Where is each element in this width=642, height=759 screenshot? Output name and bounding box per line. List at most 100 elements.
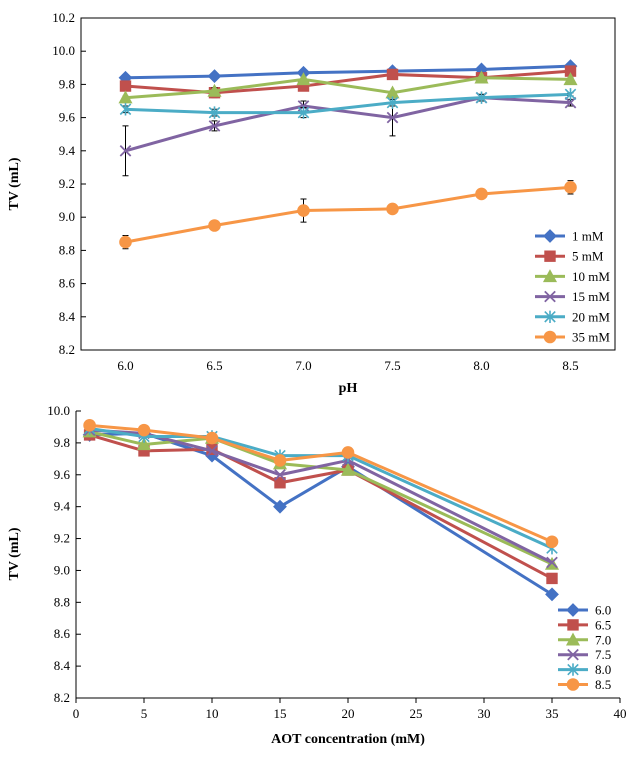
chart1-legend-marker [543, 229, 557, 243]
chart1-legend-label: 20 mM [572, 309, 610, 324]
chart1-data-point [119, 144, 132, 157]
chart1-data-point [119, 235, 132, 249]
chart1-data-point [475, 91, 488, 104]
chart2-data-point [274, 477, 286, 489]
chart2-y-tick-label: 8.6 [54, 626, 71, 641]
chart1-series-35-mm [119, 180, 577, 250]
chart1-data-point [208, 219, 221, 232]
chart2-y-tick-label: 9.8 [54, 435, 70, 450]
chart1-x-tick-label: 7.0 [295, 358, 311, 373]
chart2-series-8-5 [83, 419, 559, 549]
tv-vs-aot-chart: TV (mL) AOT concentration (mM) 8.2 8.4 8.6… [7, 403, 627, 747]
chart1-data-point [207, 83, 222, 97]
chart1-x-tick-label: 8.0 [473, 358, 489, 373]
chart1-y-tick-label: 8.6 [59, 276, 76, 291]
chart1-data-point [208, 106, 221, 119]
chart1-data-point [475, 187, 488, 201]
chart2-data-point [341, 446, 355, 459]
chart1-series-line [125, 92, 571, 115]
chart2-x-tick-label: 10 [206, 706, 219, 721]
chart1-legend-marker [543, 330, 557, 344]
chart2-legend-label: 6.5 [595, 617, 611, 632]
chart2-legend-marker [566, 603, 580, 617]
chart2-data-point [274, 468, 286, 481]
chart2-data-point [273, 454, 287, 467]
chart1-data-point [386, 202, 399, 216]
chart1-data-point [118, 90, 133, 104]
chart1-legend-label: 5 mM [572, 249, 604, 264]
chart2-legend-label: 7.0 [595, 632, 611, 647]
chart1-data-point [208, 120, 221, 132]
chart1-legend-label: 35 mM [572, 330, 610, 345]
chart2-legend-item: 6.0 [558, 603, 611, 618]
chart1-data-point [564, 96, 577, 109]
chart1-data-point [297, 106, 310, 119]
chart2-series [82, 419, 560, 602]
chart2-x-tick-label: 30 [478, 706, 491, 721]
chart2-y-tick-label: 8.4 [54, 658, 71, 673]
chart2-legend-item: 7.5 [558, 647, 611, 662]
chart1-y-tick-label: 9.6 [59, 110, 76, 125]
chart2-y-tick-label: 10.0 [47, 403, 70, 418]
chart2-y-tick-label: 8.2 [54, 690, 70, 705]
chart1-data-point [119, 80, 132, 92]
chart2-data-point [546, 556, 558, 569]
chart2-y-tick-label: 9.0 [54, 562, 70, 577]
chart1-legend-item: 5 mM [535, 249, 604, 264]
chart2-legend-item: 7.0 [558, 632, 611, 647]
chart1-x-tick-label: 6.0 [117, 358, 133, 373]
chart2-data-point [136, 437, 152, 451]
chart1-y-tick-label: 9.8 [59, 76, 75, 91]
chart2-data-point [546, 572, 558, 585]
chart2-legend-label: 7.5 [595, 647, 611, 662]
chart1-y-axis-title: TV (mL) [7, 157, 22, 210]
chart1-x-tick-label: 6.5 [206, 358, 222, 373]
chart2-y-tick-label: 9.6 [54, 467, 71, 482]
chart1-y-tick-label: 9.2 [59, 176, 75, 191]
chart1-y-tick-label: 9.0 [59, 209, 75, 224]
chart2-legend-item: 8.0 [558, 662, 611, 677]
chart2-series-line [89, 427, 553, 550]
chart1-legend-label: 10 mM [572, 269, 610, 284]
tv-vs-ph-chart: TV (mL) pH 8.2 8.4 8.6 8.8 9.0 9.2 9.4 9.6 9.8 10… [7, 10, 616, 396]
chart1-y-tick-label: 8.2 [59, 342, 75, 357]
chart2-series-line [89, 423, 553, 544]
chart1-legend-marker [544, 310, 556, 323]
chart2-data-point [205, 431, 219, 445]
chart2-x-axis-title: AOT concentration (mM) [271, 732, 425, 747]
chart1-series-line [125, 69, 571, 95]
chart1-series-line [125, 96, 571, 153]
chart2-legend-item: 6.5 [558, 617, 611, 632]
chart1-legend-marker [544, 250, 556, 262]
chart1-y-tick-label: 10.0 [52, 43, 75, 58]
chart2-data-point [83, 419, 96, 432]
chart2-series-7-0 [82, 424, 560, 570]
chart1-data-point [564, 88, 577, 101]
chart2-legend-marker [567, 648, 579, 661]
chart2-series-line [89, 431, 553, 596]
chart2-legend-marker [565, 632, 581, 646]
chart2-series-6-5 [83, 429, 558, 585]
chart1-data-point [119, 103, 132, 116]
chart2-data-point [273, 499, 287, 514]
chart1-data-point [386, 96, 399, 109]
chart2-data-point [137, 423, 151, 437]
chart1-legend-item: 15 mM [535, 289, 610, 304]
chart2-x-tick-label: 40 [614, 706, 627, 721]
chart2-x-tick-label: 25 [410, 706, 423, 721]
chart2-data-point [340, 462, 356, 476]
chart1-data-point [207, 69, 222, 84]
chart2-x-tick-label: 20 [342, 706, 355, 721]
chart2-legend-item: 8.5 [558, 677, 611, 692]
chart2-legend: 6.06.57.07.58.08.5 [558, 603, 611, 692]
chart2-data-point [545, 535, 559, 549]
chart2-legend-label: 6.0 [595, 603, 611, 618]
chart1-y-tick-label: 10.2 [52, 10, 75, 25]
chart1-legend-item: 1 mM [535, 229, 604, 244]
chart1-y-tick-label: 8.8 [59, 242, 75, 257]
chart2-series-line [89, 433, 553, 580]
chart2-x-tick-label: 5 [141, 706, 148, 721]
chart1-legend-item: 20 mM [535, 309, 610, 324]
chart1-x-ticks: 6.0 6.5 7.0 7.5 8.0 8.5 [117, 358, 578, 373]
